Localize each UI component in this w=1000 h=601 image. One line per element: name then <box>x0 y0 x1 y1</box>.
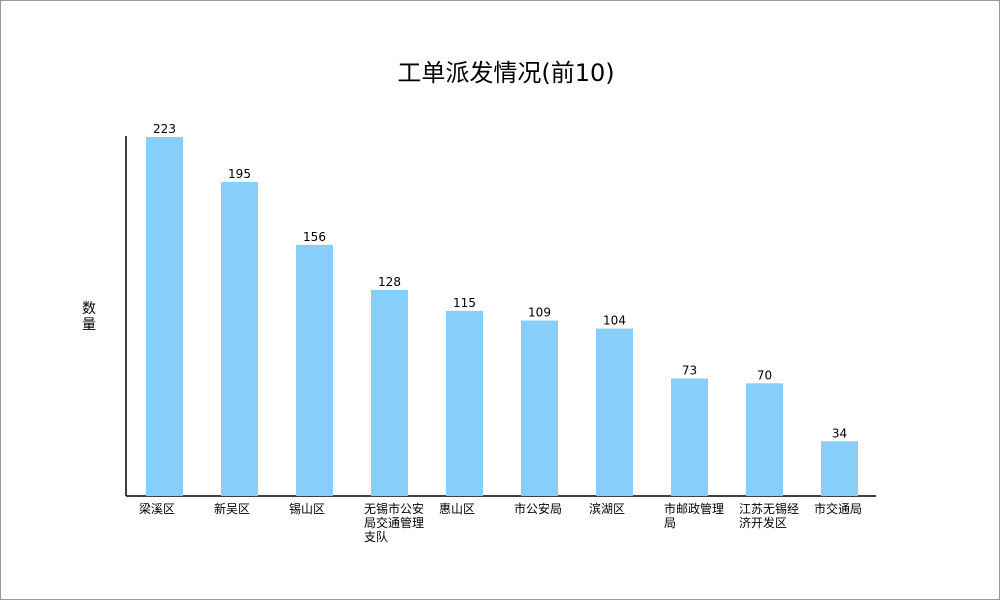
value-labels-group: 223 195 156 128 115 109 104 73 70 34 <box>153 122 847 440</box>
value-label-5: 115 <box>453 296 476 310</box>
value-label-2: 195 <box>228 167 251 181</box>
value-label-10: 34 <box>832 426 847 440</box>
bar-4 <box>371 289 408 496</box>
bar-5 <box>446 310 483 496</box>
category-labels-group: 梁溪区 新吴区 锡山区 无锡市公安局交通管理支队 惠山区 市公安局 滨湖区 市邮政管理局江苏无… <box>139 501 862 544</box>
bar-7 <box>596 328 633 496</box>
bar-1 <box>146 137 183 496</box>
category-label-4: 无锡市公安局交通管理支队 <box>364 501 424 544</box>
bar-6 <box>521 320 558 496</box>
category-label-5: 惠山区 <box>439 502 475 516</box>
value-label-7: 104 <box>603 314 626 328</box>
category-label-1: 梁溪区 <box>139 501 175 516</box>
value-label-8: 73 <box>682 363 697 377</box>
value-label-3: 156 <box>303 230 326 244</box>
category-label-2: 新吴区 <box>214 501 250 516</box>
bar-3 <box>296 244 333 496</box>
category-label-8: 市邮政管理局 <box>664 501 724 530</box>
value-label-9: 70 <box>757 368 772 382</box>
bar-9 <box>746 383 783 496</box>
bar-10 <box>821 441 858 496</box>
category-label-3: 锡山区 <box>289 501 325 516</box>
value-label-6: 109 <box>528 306 551 320</box>
bars-group <box>146 137 858 496</box>
category-label-6: 市公安局 <box>514 501 562 516</box>
bar-8 <box>671 378 708 496</box>
value-label-1: 223 <box>153 122 176 136</box>
y-axis-label: 数量 <box>82 301 96 333</box>
y-axis-label-text: 数量 <box>82 301 96 333</box>
category-label-7: 滨湖区 <box>589 501 625 516</box>
category-label-9: 江苏无锡经济开发区 <box>739 501 799 530</box>
chart-title: 工单派发情况(前10) <box>397 59 614 87</box>
value-label-4: 128 <box>378 275 401 289</box>
category-label-10: 市交通局 <box>814 501 862 516</box>
bar-2 <box>221 182 258 496</box>
